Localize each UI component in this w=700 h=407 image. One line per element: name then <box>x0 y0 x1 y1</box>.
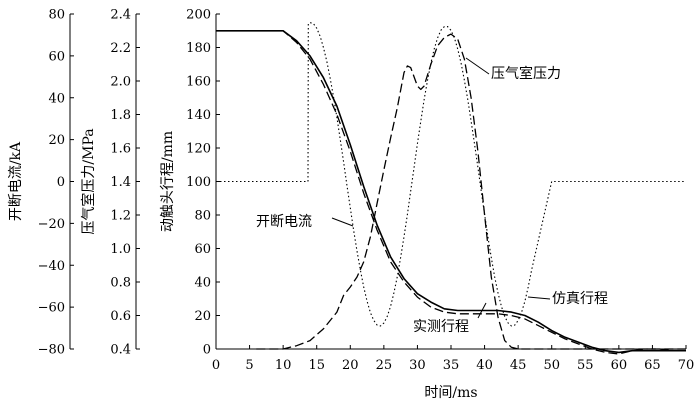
x-tick-label: 0 <box>212 358 220 373</box>
x-tick-label: 30 <box>409 358 426 373</box>
x-tick-label: 45 <box>510 358 527 373</box>
stroke-axis-title: 动触头行程/mm <box>160 131 176 232</box>
x-tick-label: 35 <box>443 358 460 373</box>
x-axis-title: 时间/ms <box>424 385 477 401</box>
stroke-tick-label: 140 <box>186 108 211 123</box>
x-tick-label: 40 <box>476 358 493 373</box>
pressure-tick-label: 0.4 <box>110 343 131 358</box>
stroke-tick-label: 120 <box>186 142 211 157</box>
current-axis-title: 开断电流/kA <box>8 141 24 221</box>
x-tick-label: 70 <box>678 358 695 373</box>
pressure-tick-label: 2.4 <box>110 8 131 23</box>
current-tick-label: −80 <box>38 343 65 358</box>
x-tick-label: 60 <box>611 358 628 373</box>
stroke-tick-label: 160 <box>186 75 211 90</box>
pressure-tick-label: 1.0 <box>110 242 131 257</box>
x-tick-label: 15 <box>308 358 325 373</box>
annotation-leader <box>465 57 490 75</box>
axes-layer: 0 5 10 15 20 25 30 35 40 45 50 55 60 65 70 时间/ms 80 60 40 2… <box>8 8 694 402</box>
current-tick-label: 20 <box>48 133 65 148</box>
current-tick-label: −60 <box>38 301 65 316</box>
pressure-axis-title: 压气室压力/MPa <box>80 128 97 234</box>
annotation-leader <box>331 217 354 227</box>
annotation-label: 仿真行程 <box>552 291 608 307</box>
pressure-tick-label: 1.2 <box>110 209 131 224</box>
pressure-tick-label: 1.8 <box>110 108 131 123</box>
series-line <box>256 33 686 350</box>
current-tick-label: 60 <box>48 49 65 64</box>
pressure-tick-label: 0.6 <box>110 309 131 324</box>
annotation-leader <box>477 302 487 319</box>
x-tick-label: 65 <box>644 358 661 373</box>
pressure-tick-label: 1.6 <box>110 142 131 157</box>
current-tick-label: 0 <box>57 175 65 190</box>
current-tick-label: −40 <box>38 259 65 274</box>
current-tick-label: 80 <box>48 8 65 23</box>
x-tick-label: 55 <box>577 358 594 373</box>
series-layer <box>216 22 686 355</box>
stroke-tick-label: 0 <box>203 343 211 358</box>
x-tick-label: 10 <box>275 358 292 373</box>
pressure-tick-label: 1.4 <box>110 175 131 190</box>
annotation-label: 开断电流 <box>256 214 312 230</box>
annotation-leader <box>527 296 551 300</box>
current-tick-label: −20 <box>38 217 65 232</box>
x-tick-label: 50 <box>543 358 560 373</box>
stroke-tick-label: 180 <box>186 41 211 56</box>
stroke-tick-label: 200 <box>186 8 211 23</box>
series-line <box>216 30 686 354</box>
stroke-tick-label: 20 <box>194 309 211 324</box>
stroke-tick-label: 40 <box>194 276 211 291</box>
x-tick-label: 20 <box>342 358 359 373</box>
stroke-tick-label: 80 <box>194 209 211 224</box>
series-line <box>216 30 686 355</box>
annotation-label: 压气室压力 <box>491 65 561 82</box>
x-tick-label: 5 <box>245 358 253 373</box>
x-tick-label: 25 <box>376 358 393 373</box>
stroke-tick-label: 60 <box>194 242 211 257</box>
pressure-tick-label: 2.0 <box>110 75 131 90</box>
current-tick-label: 40 <box>48 91 65 106</box>
stroke-tick-label: 100 <box>186 175 211 190</box>
pressure-tick-label: 0.8 <box>110 276 131 291</box>
series-line <box>216 22 686 327</box>
pressure-tick-label: 2.2 <box>110 41 131 56</box>
annotation-label: 实测行程 <box>413 319 469 335</box>
